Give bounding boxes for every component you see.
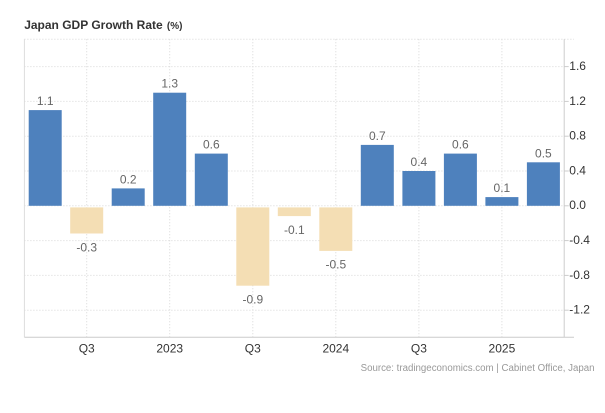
svg-text:-0.5: -0.5 [325, 258, 346, 272]
svg-text:0.8: 0.8 [569, 129, 586, 143]
svg-text:0.4: 0.4 [569, 163, 586, 177]
svg-text:1.2: 1.2 [569, 94, 586, 108]
svg-text:0.6: 0.6 [203, 138, 220, 152]
svg-text:0.6: 0.6 [452, 138, 469, 152]
svg-text:1.3: 1.3 [161, 77, 178, 91]
svg-text:-0.1: -0.1 [284, 223, 305, 237]
svg-text:2023: 2023 [156, 342, 183, 356]
svg-text:Source: tradingeconomics.com |: Source: tradingeconomics.com | Cabinet O… [361, 363, 595, 374]
svg-text:-1.2: -1.2 [569, 303, 590, 317]
svg-text:(%): (%) [167, 21, 183, 32]
svg-text:0.4: 0.4 [411, 155, 428, 169]
svg-text:0.5: 0.5 [535, 146, 552, 160]
svg-text:2024: 2024 [322, 342, 349, 356]
svg-text:1.6: 1.6 [569, 59, 586, 73]
svg-text:2025: 2025 [489, 342, 516, 356]
svg-text:Q3: Q3 [411, 342, 427, 356]
svg-text:Japan GDP Growth Rate: Japan GDP Growth Rate [24, 18, 163, 32]
svg-text:0.1: 0.1 [494, 181, 511, 195]
svg-text:Q3: Q3 [245, 342, 261, 356]
svg-text:Q3: Q3 [79, 342, 95, 356]
svg-text:0.7: 0.7 [369, 129, 386, 143]
svg-text:-0.8: -0.8 [569, 268, 590, 282]
svg-text:-0.9: -0.9 [242, 293, 263, 307]
svg-text:0.0: 0.0 [569, 198, 586, 212]
svg-text:-0.3: -0.3 [76, 240, 97, 254]
svg-text:-0.4: -0.4 [569, 233, 590, 247]
svg-text:1.1: 1.1 [37, 94, 54, 108]
svg-text:0.2: 0.2 [120, 172, 137, 186]
